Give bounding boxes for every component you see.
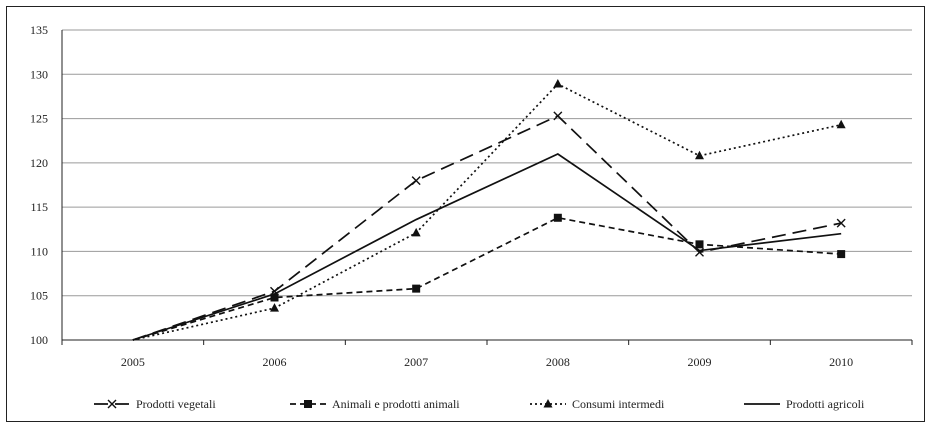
y-tick-label: 135 bbox=[30, 23, 48, 37]
legend-marker bbox=[543, 399, 553, 408]
series-line bbox=[132, 153, 842, 341]
x-tick-label: 2010 bbox=[829, 355, 853, 369]
chart-frame bbox=[6, 6, 925, 422]
y-tick-label: 115 bbox=[30, 200, 48, 214]
y-tick-label: 110 bbox=[30, 244, 48, 258]
legend: Prodotti vegetali Animali e prodotti anim… bbox=[94, 397, 865, 411]
x-axis: 2005 2006 2007 2008 2009 2010 bbox=[61, 340, 913, 369]
y-tick-label: 130 bbox=[30, 67, 48, 81]
series-consumi-intermedi bbox=[132, 79, 846, 341]
legend-item-prodotti-vegetali: Prodotti vegetali bbox=[94, 397, 216, 411]
data-point bbox=[837, 250, 846, 259]
data-point bbox=[695, 150, 704, 160]
y-axis: 100 105 110 115 120 125 130 135 bbox=[30, 23, 63, 347]
data-point bbox=[553, 213, 562, 222]
series-line bbox=[132, 114, 842, 341]
x-tick-label: 2007 bbox=[404, 355, 428, 369]
data-point bbox=[270, 303, 279, 312]
legend-label: Prodotti vegetali bbox=[136, 397, 216, 411]
legend-item-animali-e-prodotti-animali: Animali e prodotti animali bbox=[290, 397, 460, 411]
series-prodotti-agricoli bbox=[132, 153, 842, 341]
series-animali-e-prodotti-animali bbox=[132, 213, 846, 341]
legend-label: Animali e prodotti animali bbox=[332, 397, 460, 411]
series-group bbox=[132, 79, 846, 341]
data-point bbox=[411, 176, 421, 186]
y-tick-label: 125 bbox=[30, 112, 48, 126]
legend-label: Consumi intermedi bbox=[572, 397, 665, 411]
data-point bbox=[411, 227, 421, 237]
x-tick-label: 2006 bbox=[263, 355, 287, 369]
x-tick-label: 2008 bbox=[546, 355, 570, 369]
legend-item-prodotti-agricoli: Prodotti agricoli bbox=[744, 397, 865, 411]
y-tick-label: 120 bbox=[30, 156, 48, 170]
legend-marker bbox=[304, 400, 312, 408]
series-line bbox=[132, 216, 842, 341]
legend-marker bbox=[107, 399, 117, 409]
data-point bbox=[270, 293, 279, 302]
x-tick-label: 2005 bbox=[121, 355, 145, 369]
y-tick-label: 100 bbox=[30, 333, 48, 347]
data-point bbox=[836, 218, 846, 228]
data-point bbox=[412, 284, 421, 293]
series-line bbox=[132, 82, 842, 341]
y-tick-label: 105 bbox=[30, 289, 48, 303]
legend-item-consumi-intermedi: Consumi intermedi bbox=[530, 397, 665, 411]
data-point bbox=[836, 119, 846, 129]
x-tick-label: 2009 bbox=[688, 355, 712, 369]
legend-label: Prodotti agricoli bbox=[786, 397, 865, 411]
grid-lines bbox=[62, 29, 912, 341]
data-point bbox=[553, 79, 563, 88]
data-point bbox=[695, 240, 704, 249]
data-point bbox=[553, 111, 563, 121]
